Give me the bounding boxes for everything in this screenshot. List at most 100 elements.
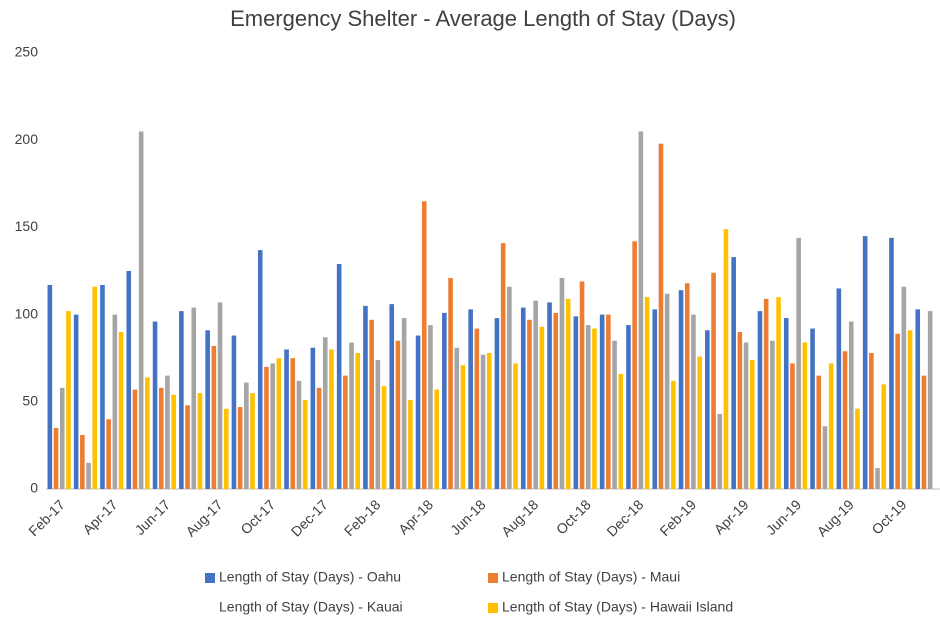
bar bbox=[612, 340, 617, 489]
x-tick-label: Jun-18 bbox=[447, 496, 489, 538]
x-tick-label: Apr-17 bbox=[79, 496, 120, 537]
legend-label: Length of Stay (Days) - Maui bbox=[502, 569, 680, 585]
bar bbox=[731, 257, 736, 489]
bar bbox=[842, 351, 848, 489]
bar bbox=[191, 307, 197, 489]
bar bbox=[205, 330, 210, 489]
bar bbox=[585, 325, 591, 489]
bar bbox=[723, 229, 729, 490]
legend-label: Length of Stay (Days) - Oahu bbox=[219, 569, 401, 585]
bar bbox=[231, 335, 237, 489]
bar bbox=[460, 365, 466, 489]
bar bbox=[290, 358, 296, 489]
bar bbox=[592, 328, 597, 489]
bar bbox=[810, 328, 815, 489]
x-tick-label: Oct-19 bbox=[868, 496, 909, 537]
bar bbox=[415, 335, 421, 489]
x-tick-label: Apr-19 bbox=[711, 496, 752, 537]
bar bbox=[855, 408, 860, 489]
bar bbox=[401, 318, 407, 489]
bar bbox=[664, 293, 670, 489]
bar bbox=[322, 337, 328, 489]
bar bbox=[264, 366, 269, 489]
bar bbox=[480, 354, 486, 489]
bar bbox=[875, 468, 880, 489]
bar bbox=[343, 375, 348, 489]
bar bbox=[276, 358, 282, 489]
bar bbox=[73, 314, 79, 489]
bar bbox=[80, 434, 85, 489]
bar bbox=[428, 325, 433, 489]
bar bbox=[507, 286, 512, 489]
y-tick-label: 150 bbox=[15, 218, 39, 234]
x-tick-label: Aug-17 bbox=[182, 496, 225, 539]
bar bbox=[776, 297, 781, 489]
bar bbox=[381, 386, 387, 489]
bar bbox=[468, 309, 473, 489]
bar bbox=[711, 272, 716, 489]
bar bbox=[165, 375, 170, 489]
bar bbox=[369, 319, 374, 489]
bar bbox=[796, 237, 801, 489]
bar bbox=[316, 387, 322, 489]
bar bbox=[638, 131, 644, 490]
bar bbox=[47, 284, 53, 489]
bar bbox=[757, 311, 763, 489]
bar bbox=[329, 349, 334, 489]
bar bbox=[737, 332, 743, 489]
bar bbox=[92, 286, 98, 489]
bar bbox=[599, 314, 605, 489]
bar bbox=[816, 375, 822, 489]
bar bbox=[421, 201, 427, 490]
bar bbox=[375, 359, 381, 489]
bar bbox=[869, 352, 874, 489]
bar bbox=[237, 407, 243, 489]
bar bbox=[53, 427, 59, 489]
bar bbox=[100, 284, 105, 489]
bar bbox=[921, 375, 927, 489]
bar bbox=[565, 298, 571, 489]
bar bbox=[106, 419, 111, 489]
bar bbox=[717, 414, 723, 489]
x-tick-label: Oct-17 bbox=[237, 496, 278, 537]
bar bbox=[889, 237, 894, 489]
bar bbox=[171, 394, 176, 489]
bar bbox=[802, 342, 808, 489]
bar bbox=[296, 380, 302, 489]
chart-title: Emergency Shelter - Average Length of St… bbox=[230, 6, 736, 31]
bar bbox=[434, 389, 439, 489]
bar bbox=[145, 377, 150, 489]
bar bbox=[363, 305, 368, 489]
bar bbox=[539, 326, 545, 489]
bar bbox=[355, 352, 361, 489]
x-tick-label: Feb-18 bbox=[341, 496, 384, 539]
bar bbox=[448, 277, 453, 489]
bar bbox=[618, 373, 624, 489]
bar bbox=[783, 318, 789, 489]
bar bbox=[442, 312, 447, 489]
legend-swatch bbox=[488, 603, 498, 613]
x-tick-label: Feb-17 bbox=[25, 496, 68, 539]
x-tick-label: Dec-17 bbox=[288, 496, 331, 539]
y-tick-label: 0 bbox=[30, 480, 38, 496]
bar bbox=[250, 393, 255, 489]
x-tick-label: Apr-18 bbox=[395, 496, 436, 537]
bar bbox=[678, 290, 684, 489]
y-tick-label: 200 bbox=[15, 131, 39, 147]
bar bbox=[770, 340, 775, 489]
bar bbox=[349, 342, 354, 489]
bar bbox=[211, 345, 217, 489]
bar bbox=[513, 363, 518, 489]
bar bbox=[822, 426, 828, 489]
bar bbox=[132, 389, 138, 489]
legend-swatch bbox=[488, 573, 498, 583]
x-tick-label: Feb-19 bbox=[656, 496, 699, 539]
bar bbox=[828, 363, 834, 489]
bar bbox=[486, 352, 492, 489]
y-tick-label: 250 bbox=[15, 44, 39, 60]
bar bbox=[606, 314, 611, 489]
bar bbox=[185, 405, 190, 489]
bar bbox=[573, 316, 579, 489]
x-tick-label: Aug-18 bbox=[498, 496, 541, 539]
